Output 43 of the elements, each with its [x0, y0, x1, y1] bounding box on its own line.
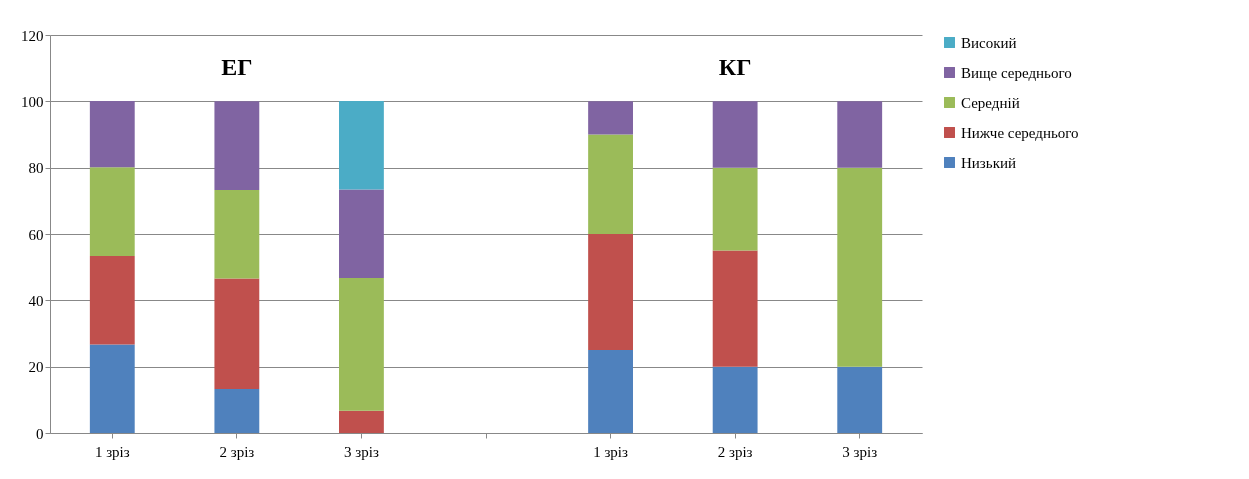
- y-tick-label: 60: [28, 226, 44, 243]
- bar: [89, 167, 135, 256]
- annotation: КГ: [718, 54, 752, 81]
- bar: [588, 350, 633, 433]
- legend-label: Низький: [961, 154, 1016, 171]
- bar: [339, 410, 384, 433]
- legend-label: Вище середнього: [961, 64, 1072, 81]
- bar: [339, 278, 384, 411]
- bar: [712, 366, 758, 433]
- bar: [588, 134, 633, 234]
- x-tick-label: 2 зріз: [219, 443, 255, 460]
- x-tick-label: 3 зріз: [344, 443, 379, 460]
- bar: [588, 101, 633, 135]
- bar: [712, 101, 758, 168]
- annotation: ЕГ: [221, 54, 253, 81]
- bar: [588, 234, 633, 351]
- bar: [214, 101, 260, 190]
- bar: [339, 101, 384, 190]
- y-tick-label: 40: [28, 292, 44, 309]
- bar: [89, 255, 135, 345]
- legend-label: Високий: [961, 34, 1017, 51]
- bar: [89, 344, 135, 433]
- bar: [837, 366, 883, 433]
- x-tick-label: 1 зріз: [593, 443, 629, 460]
- bar: [214, 278, 260, 389]
- bar: [214, 388, 260, 433]
- y-tick-label: 100: [21, 93, 44, 110]
- x-tick-label: 1 зріз: [94, 443, 130, 460]
- legend-label: Нижче середнього: [961, 124, 1079, 141]
- bar: [339, 189, 384, 279]
- bar: [837, 167, 883, 367]
- bar: [712, 167, 758, 251]
- bar: [214, 189, 260, 279]
- y-tick-label: 20: [28, 359, 44, 376]
- legend-label: Середній: [961, 94, 1020, 111]
- x-tick-label: 3 зріз: [842, 443, 878, 460]
- y-tick-label: 0: [36, 425, 44, 442]
- bar: [89, 101, 135, 168]
- x-tick-label: 2 зріз: [717, 443, 753, 460]
- bar: [712, 250, 758, 367]
- y-tick-label: 80: [28, 160, 44, 177]
- y-tick-label: 120: [21, 27, 44, 44]
- bar: [837, 101, 883, 168]
